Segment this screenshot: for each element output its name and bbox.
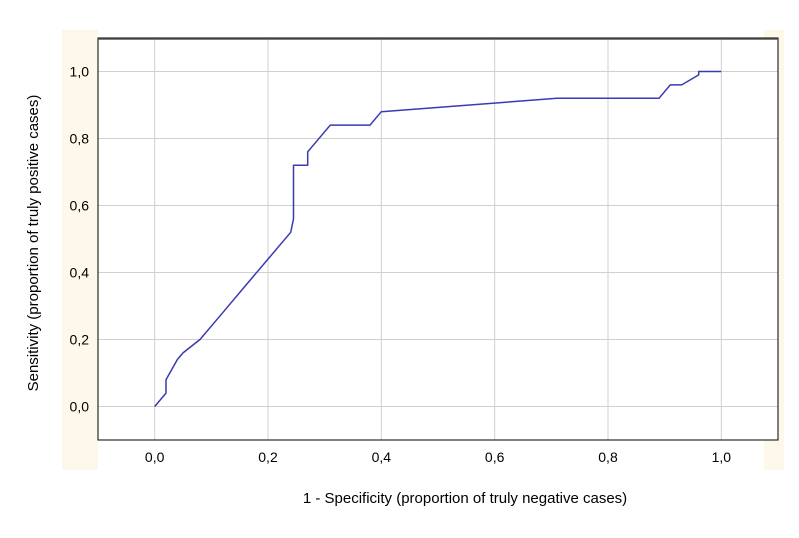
roc-curve-line	[154, 70, 722, 407]
y-tick-label: 0,8	[70, 131, 90, 147]
y-axis-title: Sensitivity (proportion of truly positiv…	[25, 95, 42, 392]
series-layer	[154, 70, 722, 407]
y-tick-labels: 0,0 0,2 0,4 0,6 0,8 1,0	[70, 64, 90, 415]
x-tick-label: 0,2	[258, 449, 278, 465]
y-tick-label: 0,6	[70, 198, 90, 214]
x-tick-labels: 0,0 0,2 0,4 0,6 0,8 1,0	[145, 449, 731, 465]
plot-frame	[97, 37, 779, 441]
x-axis-title: 1 - Specificity (proportion of truly neg…	[303, 490, 627, 507]
y-tick-label: 0,0	[70, 399, 90, 415]
background-tint-left	[62, 30, 98, 470]
plot-area	[98, 38, 778, 440]
grid	[98, 38, 778, 440]
x-tick-label: 0,6	[485, 449, 505, 465]
x-tick-label: 0,4	[372, 449, 392, 465]
x-tick-label: 0,0	[145, 449, 165, 465]
y-tick-label: 0,2	[70, 332, 90, 348]
y-tick-label: 0,4	[70, 265, 90, 281]
x-tick-label: 1,0	[712, 449, 732, 465]
y-tick-label: 1,0	[70, 64, 90, 80]
x-tick-label: 0,8	[598, 449, 618, 465]
